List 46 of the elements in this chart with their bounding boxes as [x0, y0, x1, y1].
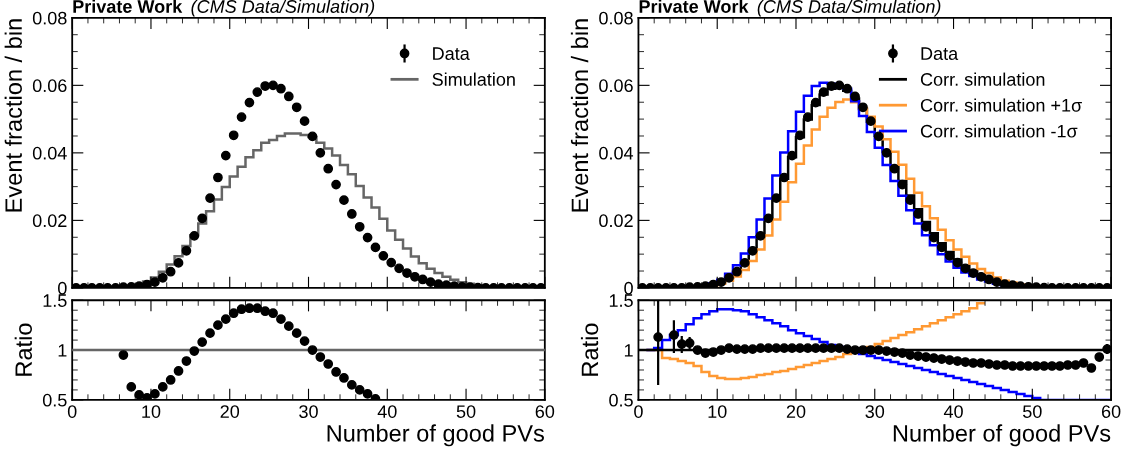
y-tick-label: 0.06 [32, 79, 67, 93]
y-tick-label: 0.04 [599, 146, 634, 160]
legend-label: Corr. simulation +1σ [920, 98, 1082, 112]
y-tick-label: 1.5 [43, 294, 67, 307]
y-tick-label: 0 [58, 281, 67, 295]
x-tick-label: 20 [786, 405, 806, 418]
x-tick-label: 0 [634, 405, 643, 418]
y-axis-title: Ratio [580, 323, 599, 376]
y-tick-label: 0.08 [32, 11, 67, 25]
chart-subtitle: (CMS Data/Simulation) [191, 0, 375, 17]
legend-label: Data [921, 47, 959, 60]
y-tick-label: 1.5 [609, 294, 633, 307]
y-tick-label: 0.5 [42, 393, 67, 407]
x-tick-label: 10 [142, 405, 161, 418]
x-axis-title: Number of good PVs [893, 424, 1111, 447]
y-axis-title: Ratio [14, 323, 33, 376]
y-tick-label: 0 [624, 281, 633, 295]
y-tick-label: 0.02 [32, 214, 67, 228]
chart-title: Private Work [639, 0, 749, 13]
x-tick-label: 50 [456, 405, 476, 418]
y-tick-label: 0.04 [32, 146, 67, 160]
x-axis-title: Number of good PVs [327, 424, 544, 447]
y-tick-label: 0.5 [609, 393, 633, 407]
x-tick-label: 60 [535, 405, 555, 418]
x-tick-label: 60 [1101, 405, 1121, 418]
x-tick-label: 40 [943, 405, 963, 418]
y-axis-title: Event fraction / bin [4, 19, 22, 212]
y-tick-label: 0.02 [599, 214, 633, 228]
y-tick-label: 1 [624, 344, 633, 357]
y-tick-label: 0.06 [599, 79, 633, 93]
legend-label: Corr. simulation [920, 72, 1045, 86]
y-axis-title: Event fraction / bin [570, 19, 589, 212]
chart-title: Private Work [73, 0, 183, 13]
legend-label: Data [433, 47, 470, 60]
x-tick-label: 20 [220, 405, 240, 418]
x-tick-label: 0 [67, 405, 77, 418]
legend-label: Simulation [432, 72, 515, 86]
x-tick-label: 30 [865, 405, 885, 418]
y-tick-label: 1 [58, 344, 67, 357]
y-tick-label: 0.08 [599, 11, 633, 25]
x-tick-label: 10 [708, 405, 727, 418]
x-tick-label: 40 [377, 405, 397, 418]
x-tick-label: 30 [299, 405, 318, 418]
chart-subtitle: (CMS Data/Simulation) [757, 0, 941, 17]
x-tick-label: 50 [1022, 405, 1042, 418]
legend-label: Corr. simulation -1σ [920, 124, 1078, 138]
